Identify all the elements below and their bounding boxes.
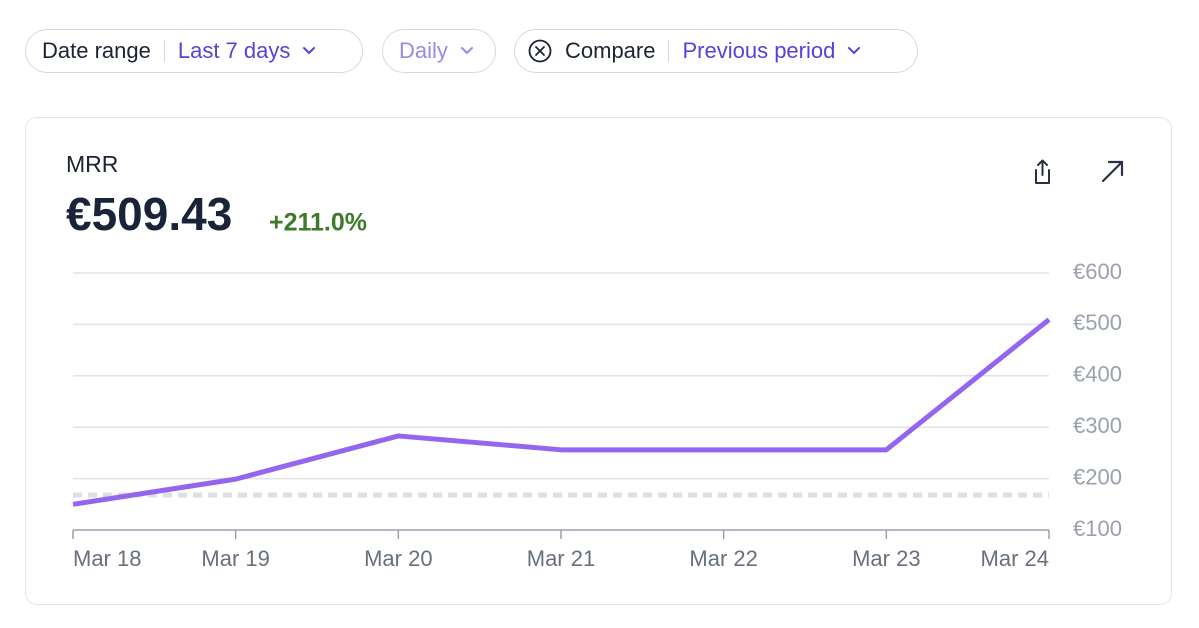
- x-tick-label: Mar 23: [852, 546, 920, 571]
- x-tick-label: Mar 21: [527, 546, 595, 571]
- share-icon[interactable]: [1035, 159, 1050, 184]
- remove-compare-icon[interactable]: [527, 38, 553, 64]
- filter-label: Date range: [42, 38, 151, 63]
- y-tick-label: €500: [1073, 310, 1122, 335]
- x-tick-label: Mar 18: [73, 546, 141, 571]
- interval-filter[interactable]: Daily: [382, 29, 496, 73]
- chevron-icon: [303, 47, 316, 55]
- x-tick-label: Mar 24: [981, 546, 1049, 571]
- x-tick-label: Mar 19: [201, 546, 269, 571]
- chart-card: [25, 117, 1172, 605]
- y-tick-label: €100: [1073, 516, 1122, 541]
- filter-value: Previous period: [682, 38, 836, 63]
- filter-label: Compare: [565, 38, 656, 63]
- y-tick-label: €400: [1073, 362, 1122, 387]
- x-tick-label: Mar 22: [689, 546, 757, 571]
- date-range-filter[interactable]: Date range Last 7 days: [25, 29, 363, 73]
- x-tick-label: Mar 20: [364, 546, 432, 571]
- chevron-icon: [848, 47, 861, 55]
- y-tick-label: €600: [1073, 259, 1122, 284]
- y-tick-label: €200: [1073, 464, 1122, 489]
- divider: [163, 40, 165, 62]
- compare-filter[interactable]: Compare Previous period: [514, 29, 918, 73]
- chevron-icon: [460, 47, 473, 55]
- divider: [668, 40, 670, 62]
- headline-value: €509.43: [66, 188, 232, 240]
- line-series: [72, 317, 1051, 507]
- change-percent: +211.0%: [269, 209, 367, 237]
- filter-value: Last 7 days: [177, 38, 291, 63]
- chart-title: MRR: [66, 151, 118, 177]
- expand-icon[interactable]: [1101, 160, 1124, 183]
- filter-value: Daily: [399, 38, 448, 63]
- y-tick-label: €300: [1073, 413, 1122, 438]
